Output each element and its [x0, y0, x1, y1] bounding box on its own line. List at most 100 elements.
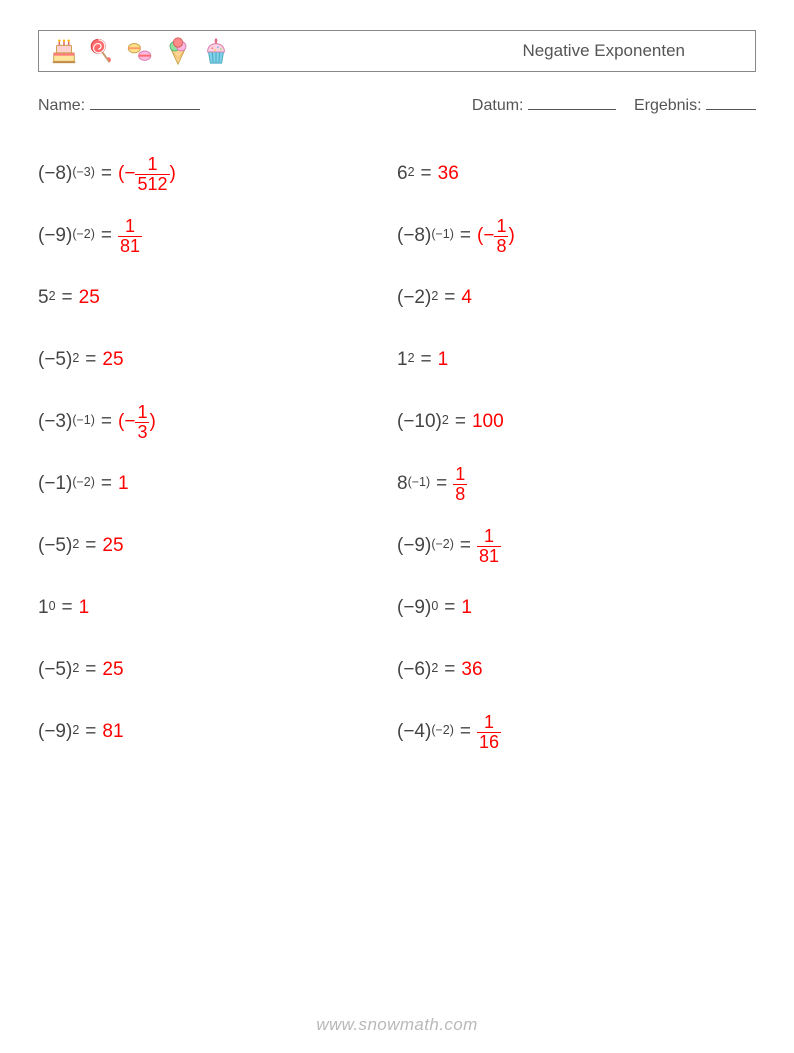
info-row: Name: Datum: Ergebnis: — [38, 94, 756, 115]
problem-exponent: 0 — [49, 599, 56, 613]
problems-col-right: 62 = 36(−8)(−1) = (−18)(−2)2 = 412 = 1(−… — [397, 143, 756, 763]
problems-col-left: (−8)(−3) = (−1512)(−9)(−2) = 18152 = 25(… — [38, 143, 397, 763]
problem-base: (−4) — [397, 721, 431, 743]
equals-sign: = — [444, 597, 455, 619]
problem-base: (−6) — [397, 659, 431, 681]
header-box: Negative Exponenten — [38, 30, 756, 72]
problem-exponent: 2 — [408, 351, 415, 365]
equals-sign: = — [85, 535, 96, 557]
equals-sign: = — [62, 287, 73, 309]
answer: 1 — [461, 597, 472, 619]
equals-sign: = — [85, 349, 96, 371]
answer: (−18) — [477, 217, 515, 256]
answer: 1 — [118, 473, 129, 495]
icecream-icon — [163, 36, 193, 66]
answer: 81 — [102, 721, 123, 743]
problems-grid: (−8)(−3) = (−1512)(−9)(−2) = 18152 = 25(… — [38, 143, 756, 763]
result-blank — [706, 94, 756, 110]
result-field: Ergebnis: — [634, 94, 756, 115]
problem-row: 8(−1) = 18 — [397, 453, 756, 515]
problem-exponent: 2 — [72, 537, 79, 551]
problem-base: (−8) — [397, 225, 431, 247]
problem-exponent: 0 — [431, 599, 438, 613]
equals-sign: = — [444, 659, 455, 681]
answer: 25 — [102, 535, 123, 557]
problem-exponent: (−2) — [72, 227, 95, 241]
problem-row: (−1)(−2) = 1 — [38, 453, 397, 515]
problem-row: (−9)0 = 1 — [397, 577, 756, 639]
date-blank — [528, 94, 616, 110]
problem-base: (−8) — [38, 163, 72, 185]
cake-icon — [49, 36, 79, 66]
problem-row: (−8)(−1) = (−18) — [397, 205, 756, 267]
problem-base: (−2) — [397, 287, 431, 309]
problem-row: 52 = 25 — [38, 267, 397, 329]
problem-exponent: (−1) — [72, 413, 95, 427]
lollipop-icon — [87, 36, 117, 66]
equals-sign: = — [101, 473, 112, 495]
answer: 36 — [461, 659, 482, 681]
answer: 1 — [438, 349, 449, 371]
problem-row: (−3)(−1) = (−13) — [38, 391, 397, 453]
equals-sign: = — [460, 721, 471, 743]
equals-sign: = — [444, 287, 455, 309]
equals-sign: = — [460, 225, 471, 247]
problem-exponent: (−2) — [431, 723, 454, 737]
equals-sign: = — [460, 535, 471, 557]
equals-sign: = — [436, 473, 447, 495]
problem-row: 62 = 36 — [397, 143, 756, 205]
problem-base: (−9) — [38, 225, 72, 247]
problem-row: (−10)2 = 100 — [397, 391, 756, 453]
problem-exponent: 2 — [431, 661, 438, 675]
name-blank — [90, 94, 200, 110]
problem-base: 6 — [397, 163, 408, 185]
answer: 25 — [102, 349, 123, 371]
equals-sign: = — [101, 225, 112, 247]
problem-base: (−3) — [38, 411, 72, 433]
problem-row: (−5)2 = 25 — [38, 639, 397, 701]
problem-base: (−5) — [38, 659, 72, 681]
problem-exponent: 2 — [72, 723, 79, 737]
answer: 181 — [477, 527, 501, 566]
equals-sign: = — [421, 349, 432, 371]
problem-exponent: 2 — [431, 289, 438, 303]
problem-row: (−9)(−2) = 181 — [397, 515, 756, 577]
problem-exponent: 2 — [408, 165, 415, 179]
problem-row: (−5)2 = 25 — [38, 515, 397, 577]
answer: (−1512) — [118, 155, 176, 194]
result-label: Ergebnis: — [634, 97, 702, 114]
problem-row: (−9)2 = 81 — [38, 701, 397, 763]
problem-base: (−9) — [397, 597, 431, 619]
answer: (−13) — [118, 403, 156, 442]
problem-base: (−9) — [38, 721, 72, 743]
problem-exponent: (−2) — [72, 475, 95, 489]
name-field: Name: — [38, 94, 200, 115]
problem-exponent: 2 — [72, 661, 79, 675]
answer: 25 — [79, 287, 100, 309]
footer-watermark: www.snowmath.com — [0, 1015, 794, 1035]
problem-exponent: 2 — [49, 289, 56, 303]
problem-row: 10 = 1 — [38, 577, 397, 639]
equals-sign: = — [85, 721, 96, 743]
problem-base: (−5) — [38, 349, 72, 371]
problem-exponent: (−3) — [72, 165, 95, 179]
answer: 25 — [102, 659, 123, 681]
answer: 1 — [79, 597, 90, 619]
equals-sign: = — [455, 411, 466, 433]
answer: 36 — [438, 163, 459, 185]
equals-sign: = — [62, 597, 73, 619]
problem-exponent: 2 — [442, 413, 449, 427]
date-label: Datum: — [472, 97, 524, 114]
answer: 18 — [453, 465, 467, 504]
header-icons — [49, 36, 231, 66]
problem-base: 1 — [397, 349, 408, 371]
problem-row: (−5)2 = 25 — [38, 329, 397, 391]
equals-sign: = — [101, 163, 112, 185]
problem-base: 1 — [38, 597, 49, 619]
worksheet-title: Negative Exponenten — [522, 41, 745, 61]
problem-base: (−10) — [397, 411, 442, 433]
problem-base: (−5) — [38, 535, 72, 557]
problem-base: (−1) — [38, 473, 72, 495]
problem-row: (−6)2 = 36 — [397, 639, 756, 701]
equals-sign: = — [421, 163, 432, 185]
